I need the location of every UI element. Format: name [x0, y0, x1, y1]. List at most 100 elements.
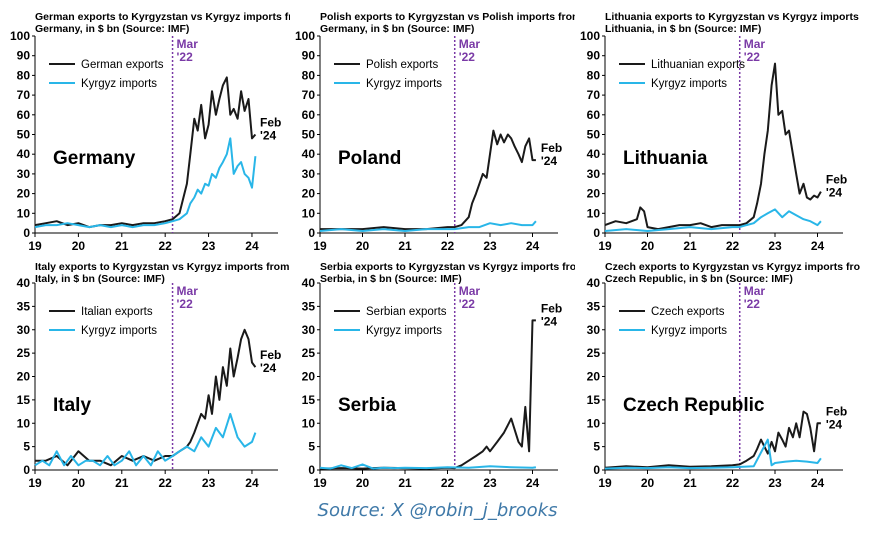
- chart-panel-lithuania: Lithuania exports to Kyrgyzstan vs Kyrgy…: [575, 8, 875, 258]
- feb24-end-label: Feb: [541, 301, 562, 315]
- y-tick-label: 10: [587, 206, 601, 220]
- legend-label: Kyrgyz imports: [81, 325, 157, 337]
- y-tick-label: 10: [587, 416, 601, 430]
- y-tick-label: 15: [17, 393, 31, 407]
- x-tick-label: 20: [356, 239, 370, 253]
- x-tick-label: 23: [483, 239, 497, 253]
- x-tick-label: 19: [598, 476, 612, 490]
- y-tick-label: 80: [302, 68, 316, 82]
- y-tick-label: 80: [587, 68, 601, 82]
- y-tick-label: 30: [587, 167, 601, 181]
- mar22-marker-label: Mar: [459, 37, 481, 51]
- feb24-end-label: '24: [541, 314, 558, 328]
- country-label: Serbia: [338, 395, 397, 416]
- x-tick-label: 24: [811, 239, 825, 253]
- y-tick-label: 70: [587, 88, 601, 102]
- y-tick-label: 90: [587, 49, 601, 63]
- exports-line: [320, 129, 536, 231]
- chart-svg: Serbia exports to Kyrgyzstan vs Kyrgyz i…: [302, 261, 586, 490]
- country-label: Lithuania: [623, 148, 708, 169]
- x-tick-label: 24: [526, 239, 540, 253]
- chart-title-line-1: Serbia exports to Kyrgyzstan vs Kyrgyz i…: [320, 261, 575, 273]
- y-tick-label: 10: [302, 416, 316, 430]
- legend-label: German exports: [81, 59, 164, 71]
- chart-panel-germany: German exports to Kyrgyzstan vs Kyrgyz i…: [5, 8, 308, 258]
- mar22-marker-label: '22: [177, 50, 194, 64]
- imports-line: [604, 208, 822, 232]
- country-label: Poland: [338, 148, 401, 169]
- y-tick-label: 40: [17, 276, 31, 290]
- chart-title-line-2: Germany, in $ bn (Source: IMF): [320, 23, 474, 35]
- legend-label: Kyrgyz imports: [366, 325, 442, 337]
- x-tick-label: 22: [726, 476, 740, 490]
- chart-title-line-2: Lithuania, in $ bn (Source: IMF): [605, 23, 761, 35]
- x-tick-label: 20: [641, 239, 655, 253]
- x-tick-label: 19: [598, 239, 612, 253]
- y-tick-label: 10: [17, 206, 31, 220]
- y-tick-label: 70: [302, 88, 316, 102]
- y-tick-label: 35: [302, 299, 316, 313]
- y-tick-label: 70: [17, 88, 31, 102]
- y-tick-label: 20: [587, 187, 601, 201]
- x-tick-label: 22: [726, 239, 740, 253]
- legend-label: Serbian exports: [366, 306, 447, 318]
- y-tick-label: 10: [17, 416, 31, 430]
- y-tick-label: 50: [17, 128, 31, 142]
- legend-label: Polish exports: [366, 59, 438, 71]
- mar22-marker-label: Mar: [177, 37, 199, 51]
- legend-label: Czech exports: [651, 306, 725, 318]
- y-tick-label: 40: [17, 147, 31, 161]
- y-tick-label: 100: [295, 29, 315, 43]
- chart-title-line-1: German exports to Kyrgyzstan vs Kyrgyz i…: [35, 11, 290, 23]
- y-tick-label: 30: [302, 167, 316, 181]
- y-tick-label: 25: [302, 346, 316, 360]
- x-tick-label: 19: [313, 476, 327, 490]
- chart-title-line-2: Germany, in $ bn (Source: IMF): [35, 23, 189, 35]
- country-label: Czech Republic: [623, 395, 765, 416]
- y-tick-label: 40: [587, 147, 601, 161]
- country-label: Italy: [53, 395, 91, 416]
- chart-svg: German exports to Kyrgyzstan vs Kyrgyz i…: [10, 11, 308, 253]
- x-tick-label: 23: [483, 476, 497, 490]
- legend-label: Italian exports: [81, 306, 153, 318]
- feb24-end-label: Feb: [260, 116, 281, 130]
- y-tick-label: 20: [302, 370, 316, 384]
- legend-label: Kyrgyz imports: [81, 78, 157, 90]
- x-tick-label: 22: [441, 239, 455, 253]
- y-tick-label: 0: [23, 226, 30, 240]
- y-tick-label: 50: [302, 128, 316, 142]
- chart-panel-serbia: Serbia exports to Kyrgyzstan vs Kyrgyz i…: [290, 258, 586, 508]
- x-tick-label: 19: [28, 239, 42, 253]
- chart-panel-czech-republic: Czech exports to Kyrgyzstan vs Kyrgyz im…: [575, 258, 870, 508]
- feb24-end-label: Feb: [260, 348, 281, 362]
- y-tick-label: 15: [302, 393, 316, 407]
- x-tick-label: 24: [526, 476, 540, 490]
- y-tick-label: 40: [302, 276, 316, 290]
- mar22-marker-label: '22: [459, 297, 476, 311]
- x-tick-label: 21: [115, 476, 129, 490]
- x-tick-label: 24: [811, 476, 825, 490]
- mar22-marker-label: Mar: [177, 284, 199, 298]
- feb24-end-label: '24: [826, 417, 843, 431]
- chart-title: Serbia exports to Kyrgyzstan vs Kyrgyz i…: [320, 261, 575, 285]
- imports-line: [34, 137, 257, 229]
- y-tick-label: 60: [587, 108, 601, 122]
- x-tick-label: 22: [158, 476, 172, 490]
- x-tick-label: 20: [356, 476, 370, 490]
- mar22-marker-label: '22: [177, 297, 194, 311]
- chart-panel-italy: Italy exports to Kyrgyzstan vs Kyrgyz im…: [5, 258, 290, 508]
- x-tick-label: 21: [398, 476, 412, 490]
- imports-line: [604, 438, 822, 470]
- chart-svg: Lithuania exports to Kyrgyzstan vs Kyrgy…: [580, 11, 875, 253]
- exports-line: [35, 328, 257, 467]
- chart-title-line-2: Italy, in $ bn (Source: IMF): [35, 273, 165, 285]
- legend-label: Lithuanian exports: [651, 59, 745, 71]
- y-tick-label: 25: [587, 346, 601, 360]
- chart-title-line-2: Serbia, in $ bn (Source: IMF): [320, 273, 462, 285]
- y-tick-label: 35: [587, 299, 601, 313]
- exports-line: [604, 410, 821, 469]
- mar22-marker-label: Mar: [459, 284, 481, 298]
- chart-title-line-1: Lithuania exports to Kyrgyzstan vs Kyrgy…: [605, 11, 860, 23]
- mar22-marker-label: Mar: [744, 37, 766, 51]
